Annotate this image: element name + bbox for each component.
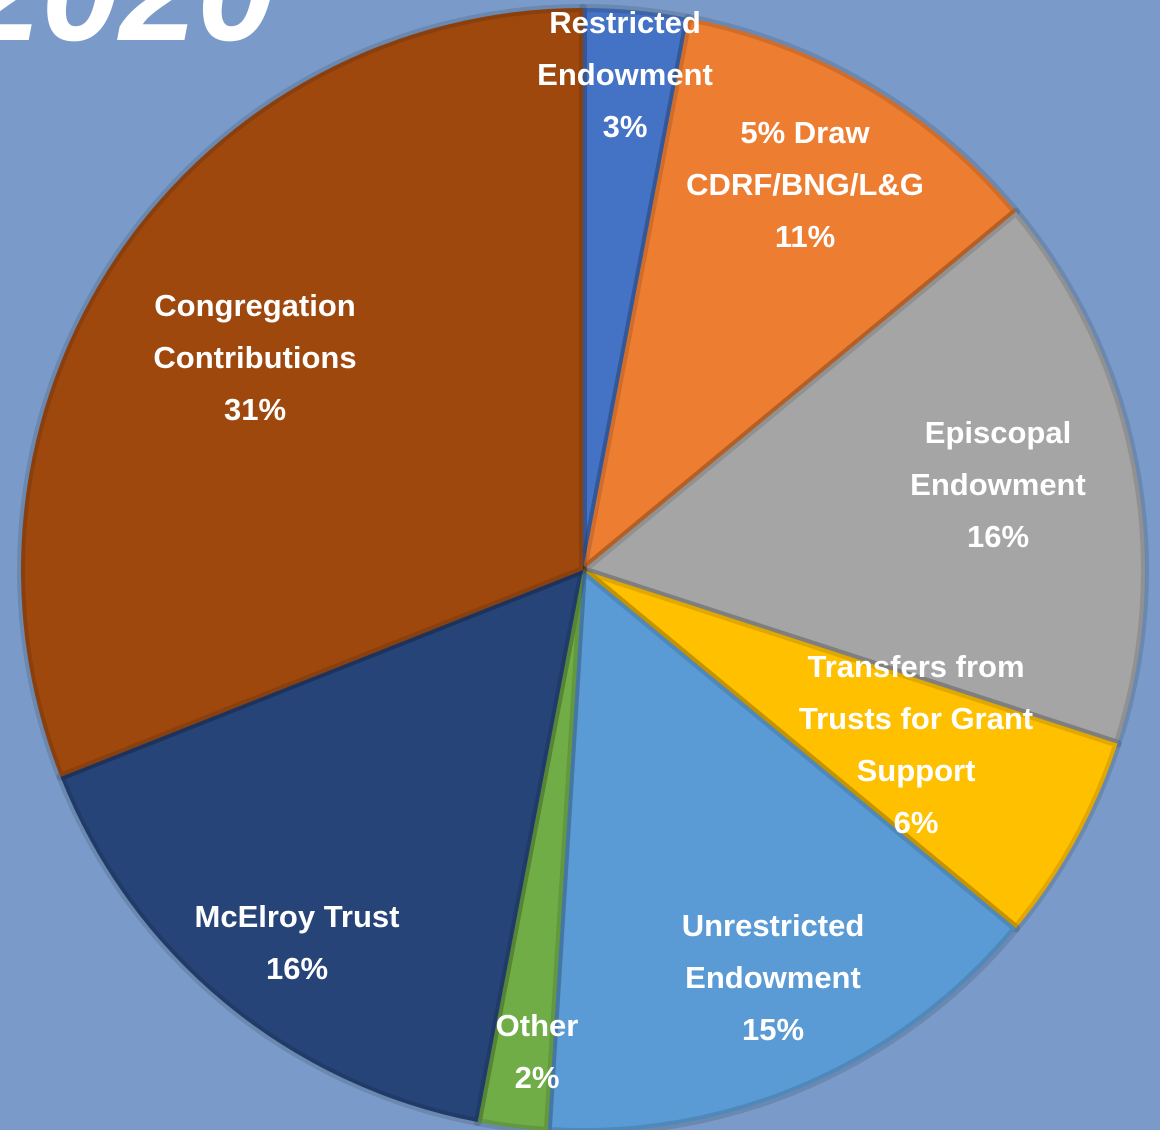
pie-slice (579, 4, 693, 574)
category-label: Restricted Endowment (537, 5, 713, 92)
slice-label: 5% Draw CDRF/BNG/L&G 11% (655, 107, 955, 263)
value-label: 6% (893, 805, 939, 840)
category-label: McElroy Trust (194, 899, 400, 934)
category-label: Unrestricted Endowment (681, 908, 865, 995)
value-label: 16% (265, 951, 329, 986)
value-label: 2% (514, 1060, 560, 1095)
pie-slice (56, 566, 587, 1127)
pie-slice (579, 13, 1021, 574)
category-label: Transfers from Trusts for Grant Support (798, 649, 1034, 788)
value-label: 16% (966, 519, 1030, 554)
pie-slice (579, 207, 1149, 748)
value-label: 3% (602, 109, 648, 144)
slice-label: Congregation Contributions 31% (120, 280, 390, 436)
pie-slice (473, 566, 587, 1130)
slice-label: Restricted Endowment 3% (510, 0, 740, 153)
value-label: 11% (774, 219, 836, 254)
slice-label: Unrestricted Endowment 15% (648, 900, 898, 1056)
pie-slice (579, 566, 1122, 933)
slice-label: Transfers from Trusts for Grant Support 6… (766, 641, 1066, 849)
category-label: 5% Draw CDRF/BNG/L&G (686, 115, 924, 202)
category-label: Episcopal Endowment (910, 415, 1086, 502)
slice-label: Other 2% (472, 1000, 602, 1104)
pie-slice (17, 4, 587, 781)
category-label: Congregation Contributions (153, 288, 357, 375)
category-label: Other (495, 1008, 579, 1043)
slice-label: McElroy Trust 16% (162, 891, 432, 995)
pie-slice (543, 566, 1021, 1130)
chart-title: 2020 (0, 0, 275, 70)
slice-label: Episcopal Endowment 16% (878, 407, 1118, 563)
value-label: 31% (223, 392, 287, 427)
value-label: 15% (741, 1012, 805, 1047)
